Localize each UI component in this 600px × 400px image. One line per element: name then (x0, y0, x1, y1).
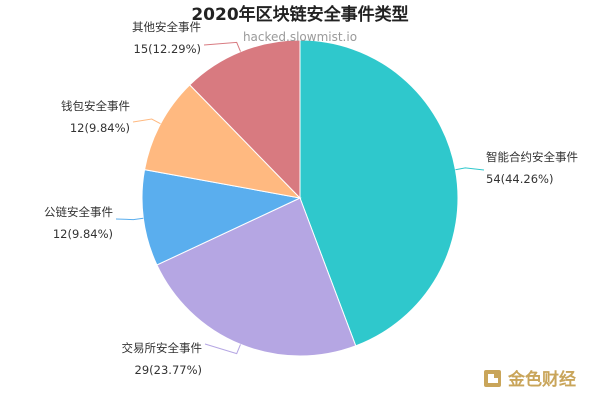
logo: 金色财经 (484, 369, 576, 390)
leader-line (455, 167, 485, 171)
leader-lines (115, 41, 485, 355)
slice-value-label: 15(12.29%) (134, 42, 201, 56)
pie-slice (143, 84, 302, 199)
slice-value-label: 29(23.77%) (135, 363, 202, 377)
leader-line (204, 343, 241, 355)
slice-name-label: 其他安全事件 (132, 20, 201, 34)
slice-name-label: 交易所安全事件 (122, 341, 203, 355)
watermark-text: hacked.slowmist.io (243, 30, 357, 44)
slice-value-label: 54(44.26%) (486, 172, 553, 186)
slice-name-label: 钱包安全事件 (61, 99, 130, 113)
pie-slice (189, 39, 301, 200)
pie-slice (141, 169, 302, 266)
logo-text: 金色财经 (507, 369, 576, 390)
leader-line (115, 217, 144, 221)
slice-name-label: 公链安全事件 (44, 205, 113, 219)
logo-mark-icon (484, 370, 501, 387)
pie-slices (141, 39, 459, 357)
slice-value-label: 12(9.84%) (53, 227, 113, 241)
chart-title: 2020年区块链安全事件类型 (191, 4, 408, 25)
leader-line (203, 41, 241, 52)
slice-labels: 智能合约安全事件 54(44.26%) 交易所安全事件 29(23.77%) 公链安全事… (44, 20, 578, 377)
pie-slice (156, 197, 357, 357)
slice-name-label: 智能合约安全事件 (486, 150, 578, 164)
leader-line (132, 118, 161, 125)
slice-value-label: 12(9.84%) (70, 121, 130, 135)
